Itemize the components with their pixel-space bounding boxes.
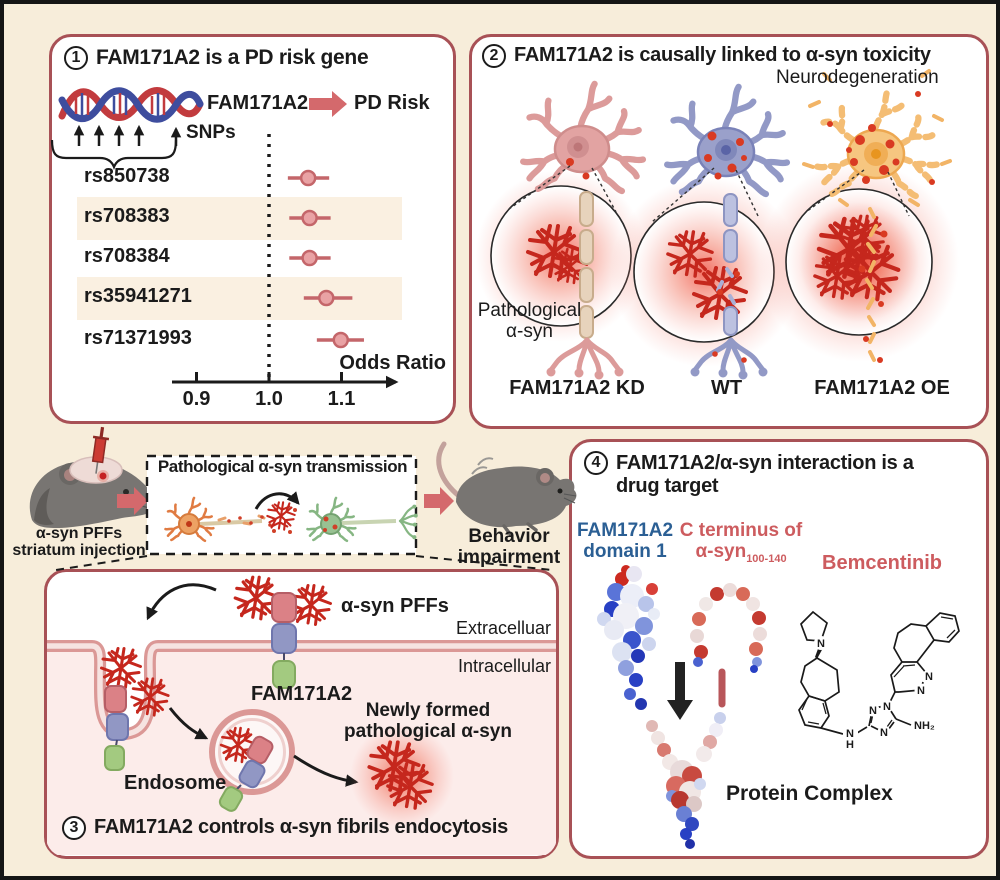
extracellular-label: Extracelluar [455,618,551,638]
panel4-title: FAM171A2/α-syn interaction is a drug tar… [616,452,914,497]
injection-label: α-syn PFFs striatum injection [12,525,146,560]
neurodegeneration-label: Neurodegeneration [776,67,939,88]
panel-asyn-toxicity [469,34,989,429]
panel4-number-badge: 4 [584,451,608,475]
panel1-title: FAM171A2 is a PD risk gene [96,46,369,69]
asyn-pffs-label: α-syn PFFs [341,595,449,617]
panel2-title-row: 2 FAM171A2 is causally linked to α-syn t… [482,44,931,68]
arrow-box-to-behavior [424,487,454,515]
endosome-label: Endosome [124,772,227,794]
panel3-title-row: 3 FAM171A2 controls α-syn fibrils endocy… [62,816,508,840]
snp-row-label: rs71371993 [84,327,192,349]
behavior-label: Behavior impairment [457,526,561,568]
protein-complex-label: Protein Complex [726,782,893,805]
snp-row-label: rs708384 [84,245,170,267]
gene-label: FAM171A2 [207,92,309,114]
mouse-injection-illustration [29,426,157,528]
syringe-icon [91,426,110,474]
panel2-title: FAM171A2 is causally linked to α-syn tox… [514,44,931,66]
mouse-behavior-illustration [436,441,577,536]
transmission-illustration [164,491,419,543]
cterm-asyn-label: C terminus of α-syn100-140 [679,520,803,565]
snps-label: SNPs [186,122,236,143]
panel3-title: FAM171A2 controls α-syn fibrils endocyto… [94,816,508,838]
arrow-injection-to-box [117,487,148,515]
odds-ratio-axis-label: Odds Ratio [339,352,446,374]
panel2-number-badge: 2 [482,44,506,68]
panel1-title-row: 1 FAM171A2 is a PD risk gene [64,46,369,70]
panel4-title-row: 4 FAM171A2/α-syn interaction is a drug t… [584,451,976,498]
bemcentinib-label: Bemcentinib [822,552,943,574]
pd-risk-label: PD Risk [354,92,430,114]
transmission-box-title: Pathological α-syn transmission [157,457,408,476]
neuron-kd-label: FAM171A2 KD [509,377,645,399]
snp-row-label: rs850738 [84,165,170,187]
neuron-oe-label: FAM171A2 OE [814,377,950,399]
panel3-number-badge: 3 [62,816,86,840]
newly-formed-label: Newly formed pathological α-syn [344,700,512,742]
neuron-wt-label: WT [710,377,743,399]
snp-row-label: rs708383 [84,205,170,227]
intracellular-label: Intracellular [457,656,551,676]
pathological-asyn-label: Pathological α-syn [477,300,582,342]
snp-row-label: rs35941271 [84,285,192,307]
fam171a2-domain1-label: FAM171A2 domain 1 [576,520,674,562]
panel1-number-badge: 1 [64,46,88,70]
